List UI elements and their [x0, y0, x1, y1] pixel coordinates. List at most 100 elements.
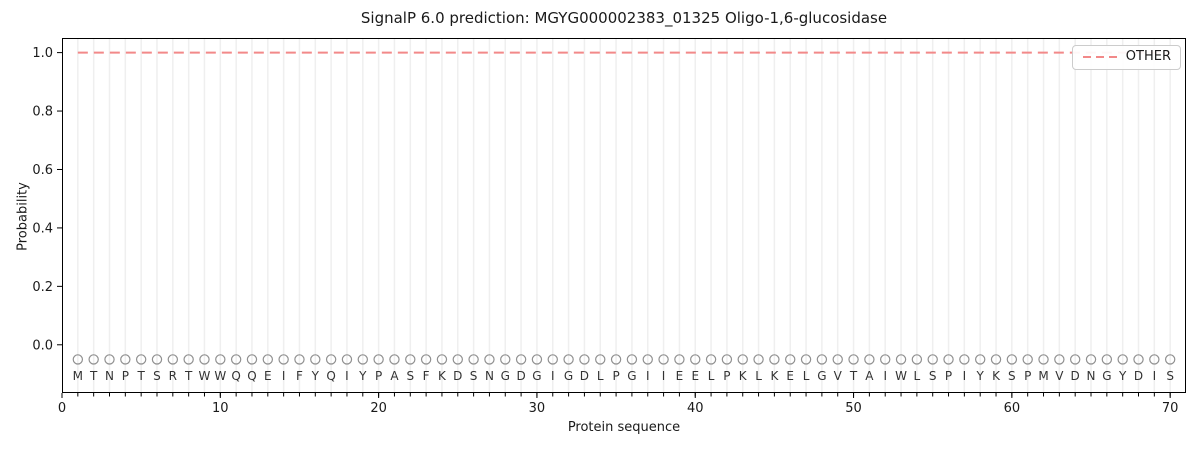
- y-tick-label: 0.8: [32, 105, 53, 120]
- residue-letter: K: [438, 369, 447, 383]
- residue-marker: [626, 354, 638, 365]
- residue-letter: D: [453, 369, 462, 383]
- residue-marker: [1164, 354, 1176, 365]
- residue-letter: E: [676, 369, 684, 383]
- residue-letter: S: [406, 369, 414, 383]
- residue-marker: [183, 354, 194, 365]
- residue-letter: T: [184, 369, 193, 383]
- residue-letter: P: [723, 369, 730, 383]
- residue-letter: W: [895, 369, 907, 383]
- residue-letter: I: [1153, 369, 1157, 383]
- residue-marker: [974, 354, 986, 365]
- y-tick-label: 0.4: [32, 221, 53, 236]
- chart-title: SignalP 6.0 prediction: MGYG000002383_01…: [360, 9, 888, 27]
- y-tick-label: 0.6: [32, 163, 53, 178]
- residue-letter: R: [169, 369, 177, 383]
- residue-letter: Y: [1118, 369, 1127, 383]
- residue-letter: L: [755, 369, 762, 383]
- residue-letter: D: [1071, 369, 1080, 383]
- residue-marker: [674, 354, 685, 365]
- residue-marker: [547, 354, 558, 365]
- residue-letter: I: [345, 369, 349, 383]
- residue-letter: T: [136, 369, 145, 383]
- residue-marker: [325, 354, 337, 365]
- residue-letter: S: [1166, 369, 1174, 383]
- residue-letter: K: [992, 369, 1001, 383]
- residue-marker: [72, 354, 84, 365]
- residue-marker: [500, 354, 511, 365]
- residue-letter: I: [883, 369, 887, 383]
- x-tick-label: 20: [370, 401, 387, 416]
- residue-marker: [1069, 354, 1081, 365]
- residue-marker: [436, 354, 448, 365]
- residue-marker: [579, 354, 590, 365]
- residue-marker: [310, 354, 321, 365]
- residue-marker: [135, 354, 147, 365]
- residue-marker: [753, 354, 764, 365]
- legend: OTHER: [1071, 45, 1181, 70]
- residue-letter: A: [865, 369, 874, 383]
- residue-letter: F: [423, 369, 430, 383]
- residue-marker: [880, 354, 891, 365]
- residue-marker: [595, 354, 606, 365]
- residue-letter: Q: [326, 369, 335, 383]
- legend-label: OTHER: [1125, 49, 1171, 64]
- residue-letter: E: [691, 369, 699, 383]
- residue-letter: D: [1134, 369, 1143, 383]
- residue-marker: [1133, 354, 1144, 365]
- residue-marker: [120, 354, 131, 365]
- residue-letter: W: [199, 369, 211, 383]
- residue-letter: W: [214, 369, 226, 383]
- y-axis-label: Probability: [15, 182, 31, 251]
- residue-marker: [230, 354, 242, 365]
- residue-marker: [990, 354, 1002, 365]
- residue-marker: [1149, 354, 1160, 365]
- y-tick-label: 0.0: [32, 338, 53, 353]
- residue-letter: V: [834, 369, 843, 383]
- residue-marker: [389, 354, 400, 365]
- residue-marker: [658, 354, 669, 365]
- residue-letter: L: [803, 369, 810, 383]
- residue-marker: [943, 354, 954, 365]
- residue-marker: [531, 354, 543, 365]
- residue-marker: [737, 354, 748, 365]
- residue-marker: [199, 354, 210, 365]
- residue-letter: D: [516, 369, 525, 383]
- residue-letter: G: [501, 369, 510, 383]
- residue-marker: [705, 354, 717, 365]
- residue-letter: E: [264, 369, 272, 383]
- residue-letter: G: [532, 369, 541, 383]
- residue-letter: L: [914, 369, 921, 383]
- residue-marker: [452, 354, 463, 365]
- x-axis-label: Protein sequence: [567, 420, 681, 435]
- x-tick-label: 0: [58, 401, 66, 416]
- residue-letter: F: [296, 369, 303, 383]
- residue-letter: G: [817, 369, 826, 383]
- residue-letter: T: [849, 369, 858, 383]
- residue-marker: [88, 354, 99, 365]
- residue-marker: [1038, 354, 1049, 365]
- residue-marker: [484, 354, 495, 365]
- residue-marker: [690, 354, 701, 365]
- residue-marker: [468, 354, 479, 365]
- residue-marker: [1006, 354, 1018, 365]
- residue-marker: [167, 354, 179, 365]
- y-tick-label: 1.0: [32, 46, 53, 61]
- residue-marker: [832, 354, 843, 365]
- residue-letter: L: [708, 369, 715, 383]
- x-tick-label: 30: [529, 401, 546, 416]
- x-tick-label: 60: [1004, 401, 1021, 416]
- residue-marker: [911, 354, 923, 365]
- x-tick-label: 70: [1162, 401, 1179, 416]
- residue-marker: [848, 354, 859, 365]
- residue-marker: [1054, 354, 1065, 365]
- residue-marker: [373, 354, 384, 365]
- residue-letter: E: [786, 369, 794, 383]
- x-tick-label: 50: [845, 401, 862, 416]
- residue-letter: M: [73, 369, 83, 383]
- residue-letter: S: [470, 369, 478, 383]
- residue-letter: V: [1055, 369, 1064, 383]
- residue-marker: [1117, 354, 1128, 365]
